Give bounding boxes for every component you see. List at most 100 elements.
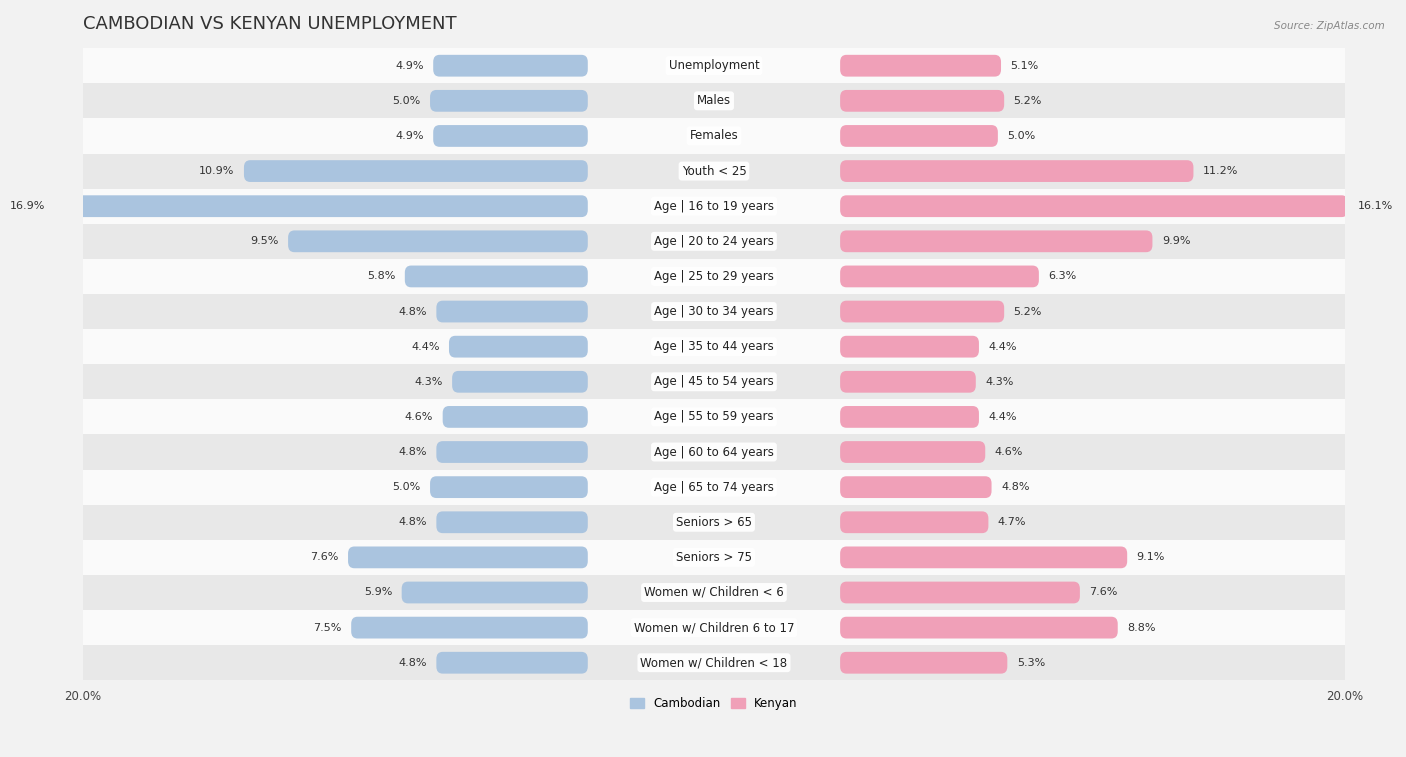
Text: 4.7%: 4.7%: [998, 517, 1026, 528]
FancyBboxPatch shape: [430, 476, 588, 498]
Text: Women w/ Children 6 to 17: Women w/ Children 6 to 17: [634, 621, 794, 634]
Bar: [67, 329, 1361, 364]
Bar: [67, 188, 1361, 224]
Text: 4.4%: 4.4%: [988, 412, 1017, 422]
Text: 7.6%: 7.6%: [311, 553, 339, 562]
FancyBboxPatch shape: [402, 581, 588, 603]
Text: Females: Females: [689, 129, 738, 142]
FancyBboxPatch shape: [841, 90, 1004, 112]
Legend: Cambodian, Kenyan: Cambodian, Kenyan: [626, 693, 803, 715]
FancyBboxPatch shape: [443, 406, 588, 428]
FancyBboxPatch shape: [453, 371, 588, 393]
Bar: [67, 118, 1361, 154]
Text: Women w/ Children < 6: Women w/ Children < 6: [644, 586, 783, 599]
Text: Age | 60 to 64 years: Age | 60 to 64 years: [654, 446, 773, 459]
Text: Age | 30 to 34 years: Age | 30 to 34 years: [654, 305, 773, 318]
FancyBboxPatch shape: [841, 512, 988, 533]
FancyBboxPatch shape: [436, 652, 588, 674]
Bar: [67, 294, 1361, 329]
Text: 4.9%: 4.9%: [395, 61, 423, 70]
Text: 4.6%: 4.6%: [994, 447, 1024, 457]
Text: 4.9%: 4.9%: [395, 131, 423, 141]
FancyBboxPatch shape: [841, 266, 1039, 288]
FancyBboxPatch shape: [433, 55, 588, 76]
Bar: [67, 505, 1361, 540]
FancyBboxPatch shape: [55, 195, 588, 217]
Text: Age | 16 to 19 years: Age | 16 to 19 years: [654, 200, 773, 213]
Text: 16.1%: 16.1%: [1357, 201, 1393, 211]
Text: 5.2%: 5.2%: [1014, 307, 1042, 316]
Bar: [67, 435, 1361, 469]
Bar: [67, 154, 1361, 188]
Text: 9.9%: 9.9%: [1161, 236, 1191, 246]
FancyBboxPatch shape: [433, 125, 588, 147]
Text: 4.8%: 4.8%: [398, 307, 427, 316]
FancyBboxPatch shape: [288, 230, 588, 252]
Text: 11.2%: 11.2%: [1204, 166, 1239, 176]
FancyBboxPatch shape: [841, 617, 1118, 638]
FancyBboxPatch shape: [841, 160, 1194, 182]
Text: Source: ZipAtlas.com: Source: ZipAtlas.com: [1274, 21, 1385, 31]
Text: 7.5%: 7.5%: [314, 622, 342, 633]
FancyBboxPatch shape: [841, 581, 1080, 603]
FancyBboxPatch shape: [436, 301, 588, 322]
FancyBboxPatch shape: [841, 547, 1128, 569]
FancyBboxPatch shape: [405, 266, 588, 288]
Text: 5.0%: 5.0%: [1007, 131, 1036, 141]
FancyBboxPatch shape: [841, 406, 979, 428]
FancyBboxPatch shape: [841, 230, 1153, 252]
Bar: [67, 400, 1361, 435]
FancyBboxPatch shape: [841, 301, 1004, 322]
FancyBboxPatch shape: [436, 441, 588, 463]
Bar: [67, 259, 1361, 294]
Text: 5.0%: 5.0%: [392, 482, 420, 492]
FancyBboxPatch shape: [449, 336, 588, 357]
Text: 5.9%: 5.9%: [364, 587, 392, 597]
FancyBboxPatch shape: [841, 336, 979, 357]
Text: Age | 25 to 29 years: Age | 25 to 29 years: [654, 270, 773, 283]
Bar: [67, 575, 1361, 610]
FancyBboxPatch shape: [349, 547, 588, 569]
Text: Women w/ Children < 18: Women w/ Children < 18: [640, 656, 787, 669]
Text: Youth < 25: Youth < 25: [682, 164, 747, 178]
Text: 4.6%: 4.6%: [405, 412, 433, 422]
FancyBboxPatch shape: [430, 90, 588, 112]
Text: 4.4%: 4.4%: [988, 341, 1017, 352]
Bar: [67, 364, 1361, 400]
Text: 5.2%: 5.2%: [1014, 96, 1042, 106]
Text: 4.3%: 4.3%: [415, 377, 443, 387]
Text: 4.8%: 4.8%: [398, 658, 427, 668]
Text: 8.8%: 8.8%: [1128, 622, 1156, 633]
Bar: [67, 224, 1361, 259]
FancyBboxPatch shape: [841, 55, 1001, 76]
Text: 4.3%: 4.3%: [986, 377, 1014, 387]
Text: 5.0%: 5.0%: [392, 96, 420, 106]
Text: Seniors > 65: Seniors > 65: [676, 516, 752, 528]
FancyBboxPatch shape: [841, 476, 991, 498]
Bar: [67, 48, 1361, 83]
Text: 9.5%: 9.5%: [250, 236, 278, 246]
Text: Age | 20 to 24 years: Age | 20 to 24 years: [654, 235, 773, 248]
FancyBboxPatch shape: [841, 652, 1007, 674]
Text: 4.4%: 4.4%: [411, 341, 440, 352]
Text: Age | 65 to 74 years: Age | 65 to 74 years: [654, 481, 773, 494]
Text: CAMBODIAN VS KENYAN UNEMPLOYMENT: CAMBODIAN VS KENYAN UNEMPLOYMENT: [83, 15, 457, 33]
FancyBboxPatch shape: [841, 371, 976, 393]
FancyBboxPatch shape: [436, 512, 588, 533]
Text: 4.8%: 4.8%: [398, 517, 427, 528]
Text: 16.9%: 16.9%: [10, 201, 45, 211]
Text: 5.1%: 5.1%: [1011, 61, 1039, 70]
Bar: [67, 83, 1361, 118]
Text: Age | 35 to 44 years: Age | 35 to 44 years: [654, 340, 773, 354]
FancyBboxPatch shape: [841, 195, 1348, 217]
Text: Seniors > 75: Seniors > 75: [676, 551, 752, 564]
FancyBboxPatch shape: [841, 441, 986, 463]
Text: 9.1%: 9.1%: [1136, 553, 1166, 562]
Bar: [67, 540, 1361, 575]
Text: Males: Males: [697, 95, 731, 107]
Text: Age | 45 to 54 years: Age | 45 to 54 years: [654, 375, 773, 388]
Text: Unemployment: Unemployment: [669, 59, 759, 72]
Bar: [67, 469, 1361, 505]
Bar: [67, 645, 1361, 681]
FancyBboxPatch shape: [352, 617, 588, 638]
